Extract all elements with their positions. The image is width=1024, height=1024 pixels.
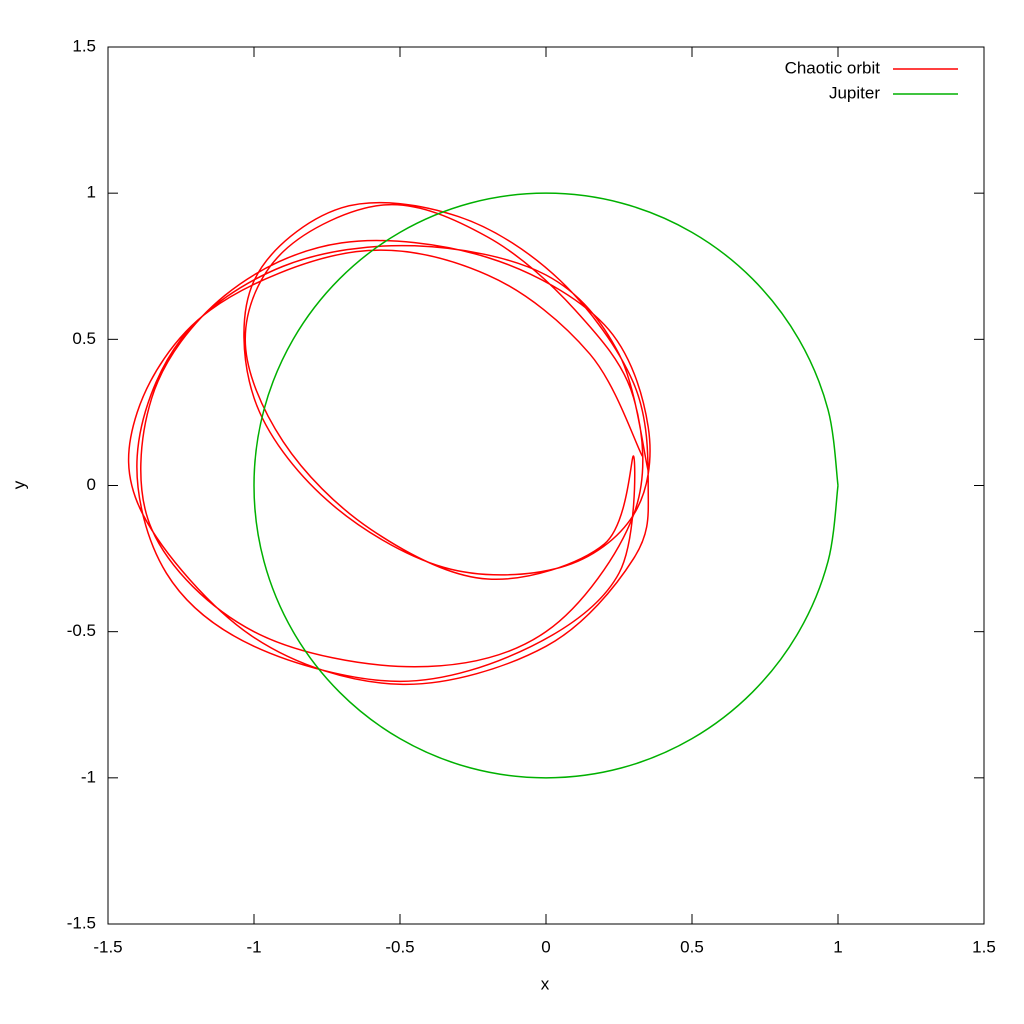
x-axis-label: x [541,974,550,993]
y-tick-label: 1 [87,183,96,202]
x-tick-label: 1 [833,937,842,956]
x-tick-label: -1 [246,937,261,956]
x-tick-label: -1.5 [93,937,122,956]
y-tick-label: -0.5 [67,621,96,640]
y-tick-label: -1 [81,767,96,786]
y-tick-label: 0.5 [72,329,96,348]
x-tick-label: 0 [541,937,550,956]
x-tick-label: 0.5 [680,937,704,956]
y-tick-label: 1.5 [72,36,96,55]
plot-frame [107,46,985,925]
y-tick-label: 0 [87,475,96,494]
legend-label: Chaotic orbit [785,58,881,77]
series-line [253,192,839,779]
x-tick-label: -0.5 [385,937,414,956]
x-tick-label: 1.5 [972,937,996,956]
legend-label: Jupiter [829,83,880,102]
y-axis-label: y [9,480,28,489]
y-tick-label: -1.5 [67,913,96,932]
series-line [127,201,651,686]
